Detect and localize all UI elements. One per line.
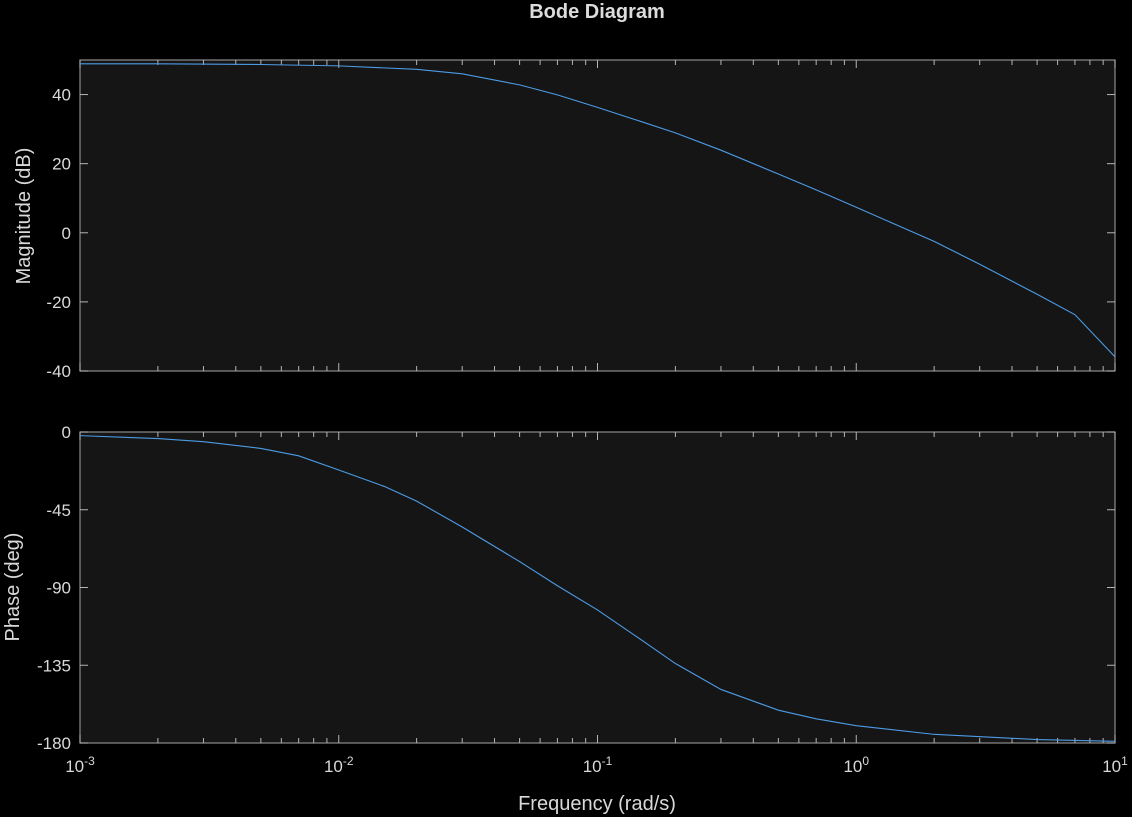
magnitude-y-tick-labels: -40 -20 0 20 40 — [46, 86, 71, 381]
y-tick-label: -20 — [46, 293, 71, 312]
y-tick-label: 40 — [52, 86, 71, 105]
y-tick-label: -135 — [37, 656, 71, 675]
magnitude-plot-area — [79, 59, 1116, 372]
x-tick-label: 10-3 — [65, 754, 95, 776]
magnitude-y-axis-label: Magnitude (dB) — [13, 148, 35, 285]
y-tick-label: -40 — [46, 362, 71, 381]
y-tick-label: 0 — [62, 224, 71, 243]
y-tick-label: 20 — [52, 155, 71, 174]
chart-title: Bode Diagram — [529, 1, 665, 23]
x-tick-labels: 10-3 10-2 10-1 100 101 — [65, 754, 1128, 776]
phase-plot-area — [79, 431, 1116, 744]
y-tick-label: -90 — [46, 579, 71, 598]
phase-tick-marks — [79, 431, 1116, 744]
magnitude-panel: -40 -20 0 20 40 Magnitude (dB) — [13, 59, 1116, 381]
phase-y-axis-label: Phase (deg) — [2, 533, 24, 642]
y-tick-label: -45 — [46, 501, 71, 520]
magnitude-tick-marks — [79, 60, 1116, 372]
y-tick-label: -180 — [37, 734, 71, 753]
phase-panel: -180 -135 -90 -45 0 Phase (deg) — [2, 423, 1116, 753]
x-tick-label: 101 — [1102, 754, 1128, 776]
x-tick-label: 100 — [843, 754, 869, 776]
magnitude-series-line — [80, 63, 1116, 358]
phase-y-tick-labels: -180 -135 -90 -45 0 — [37, 423, 71, 753]
x-tick-label: 10-1 — [583, 754, 613, 776]
phase-series-line — [79, 435, 1116, 742]
x-tick-label: 10-2 — [324, 754, 354, 776]
y-tick-label: 0 — [62, 423, 71, 442]
x-axis-label: Frequency (rad/s) — [518, 793, 676, 815]
